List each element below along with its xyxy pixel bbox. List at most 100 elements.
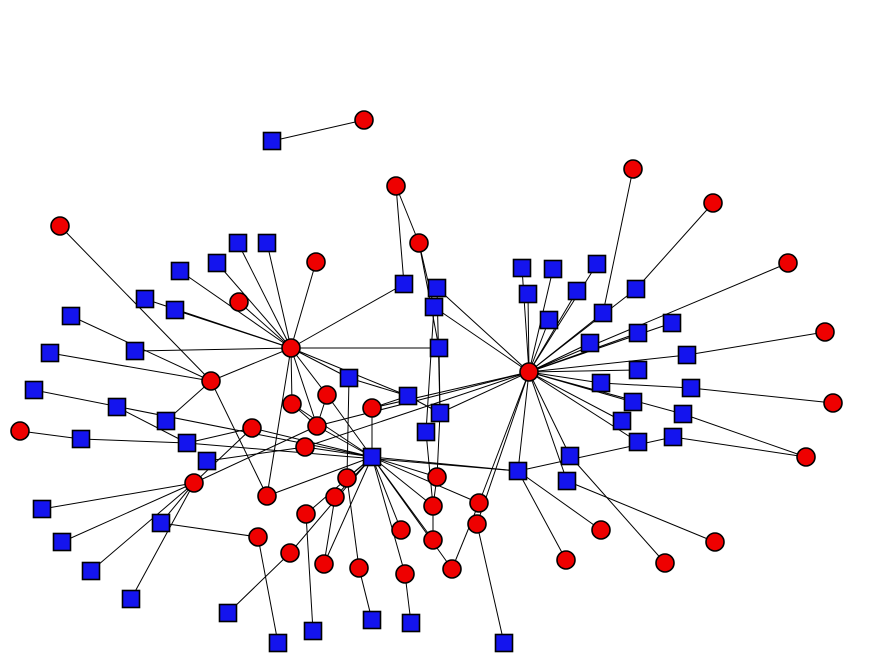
graph-node-square-s52[interactable] [623, 392, 643, 412]
graph-node-circle-c35[interactable] [423, 530, 443, 550]
graph-node-circle-c25[interactable] [427, 467, 447, 487]
graph-node-circle-c39[interactable] [556, 550, 576, 570]
graph-node-square-s37[interactable] [512, 258, 532, 278]
graph-node-square-s53[interactable] [612, 411, 632, 431]
graph-node-square-s36[interactable] [494, 633, 514, 653]
graph-node-circle-c23[interactable] [337, 468, 357, 488]
graph-node-square-s50[interactable] [591, 373, 611, 393]
graph-node-circle-c26[interactable] [296, 504, 316, 524]
graph-node-square-s40[interactable] [518, 284, 538, 304]
graph-node-square-s5[interactable] [170, 261, 190, 281]
graph-node-square-s31[interactable] [218, 603, 238, 623]
graph-node-square-s32[interactable] [268, 633, 288, 653]
graph-node-square-s23[interactable] [416, 422, 436, 442]
graph-node-circle-c37[interactable] [442, 559, 462, 579]
graph-node-square-s10[interactable] [427, 278, 447, 298]
graph-node-square-s8[interactable] [61, 306, 81, 326]
graph-node-square-s15[interactable] [107, 397, 127, 417]
graph-node-circle-c27[interactable] [423, 496, 443, 516]
graph-node-square-s48[interactable] [677, 345, 697, 365]
graph-node-square-s3[interactable] [257, 233, 277, 253]
graph-node-square-s49[interactable] [628, 360, 648, 380]
graph-node-square-s18[interactable] [177, 433, 197, 453]
graph-node-square-s35[interactable] [401, 613, 421, 633]
graph-node-square-s22[interactable] [430, 403, 450, 423]
graph-node-square-s47[interactable] [580, 333, 600, 353]
graph-node-circle-c19[interactable] [10, 421, 30, 441]
graph-node-square-s41[interactable] [567, 281, 587, 301]
graph-node-square-s29[interactable] [121, 589, 141, 609]
graph-node-square-s59[interactable] [557, 471, 577, 491]
graph-node-square-s38[interactable] [543, 259, 563, 279]
graph-node-square-s7[interactable] [165, 300, 185, 320]
graph-node-circle-c8[interactable] [778, 253, 798, 273]
graph-node-square-s13[interactable] [125, 341, 145, 361]
graph-node-square-s42[interactable] [626, 279, 646, 299]
graph-node-circle-c20[interactable] [295, 437, 315, 457]
graph-node-square-s1[interactable] [262, 131, 282, 151]
graph-node-square-s43[interactable] [539, 310, 559, 330]
graph-node-square-s45[interactable] [628, 323, 648, 343]
graph-node-square-s2[interactable] [228, 233, 248, 253]
graph-node-circle-c21[interactable] [184, 473, 204, 493]
graph-node-circle-c40[interactable] [655, 553, 675, 573]
graph-node-circle-c16[interactable] [362, 398, 382, 418]
graph-node-circle-c38[interactable] [591, 520, 611, 540]
graph-node-square-s57[interactable] [508, 461, 528, 481]
graph-node-circle-c33[interactable] [349, 558, 369, 578]
graph-node-circle-c41[interactable] [705, 532, 725, 552]
graph-node-square-s51[interactable] [681, 378, 701, 398]
graph-node-square-s19[interactable] [197, 451, 217, 471]
graph-node-circle-c22[interactable] [257, 486, 277, 506]
graph-node-square-s55[interactable] [628, 432, 648, 452]
graph-node-circle-c3[interactable] [386, 176, 406, 196]
graph-node-circle-c15[interactable] [317, 385, 337, 405]
graph-node-square-s14[interactable] [24, 380, 44, 400]
graph-node-square-s46[interactable] [662, 313, 682, 333]
graph-node-square-s12[interactable] [40, 343, 60, 363]
graph-node-circle-c36[interactable] [395, 564, 415, 584]
graph-node-circle-c4[interactable] [409, 233, 429, 253]
graph-node-circle-c11[interactable] [281, 338, 301, 358]
graph-node-square-s58[interactable] [560, 446, 580, 466]
graph-node-circle-c29[interactable] [467, 514, 487, 534]
graph-node-circle-c34[interactable] [391, 520, 411, 540]
graph-node-circle-c7[interactable] [703, 193, 723, 213]
graph-node-square-s20[interactable] [339, 368, 359, 388]
graph-node-circle-c12[interactable] [201, 371, 221, 391]
graph-node-circle-c13[interactable] [519, 362, 539, 382]
graph-node-circle-c32[interactable] [314, 554, 334, 574]
graph-node-square-s26[interactable] [32, 499, 52, 519]
graph-node-square-s11[interactable] [424, 297, 444, 317]
graph-node-square-s6[interactable] [135, 289, 155, 309]
graph-node-square-s56[interactable] [663, 427, 683, 447]
graph-node-square-s9[interactable] [394, 274, 414, 294]
graph-node-circle-c18[interactable] [307, 416, 327, 436]
graph-node-square-s34[interactable] [362, 610, 382, 630]
graph-node-circle-c10[interactable] [229, 292, 249, 312]
graph-node-square-s21[interactable] [398, 386, 418, 406]
graph-node-circle-c42[interactable] [823, 393, 843, 413]
graph-node-square-s16[interactable] [71, 429, 91, 449]
graph-node-square-s44[interactable] [593, 303, 613, 323]
graph-node-circle-c5[interactable] [306, 252, 326, 272]
graph-node-circle-c28[interactable] [469, 493, 489, 513]
graph-node-square-s25[interactable] [362, 447, 382, 467]
graph-node-circle-c6[interactable] [623, 159, 643, 179]
graph-node-circle-c24[interactable] [325, 487, 345, 507]
graph-node-circle-c1[interactable] [354, 110, 374, 130]
graph-node-square-s30[interactable] [151, 513, 171, 533]
graph-node-circle-c31[interactable] [280, 543, 300, 563]
graph-node-square-s28[interactable] [81, 561, 101, 581]
graph-node-circle-c30[interactable] [248, 527, 268, 547]
graph-node-circle-c2[interactable] [50, 216, 70, 236]
graph-node-circle-c17[interactable] [242, 418, 262, 438]
graph-node-square-s24[interactable] [429, 338, 449, 358]
graph-node-circle-c9[interactable] [815, 322, 835, 342]
graph-node-square-s27[interactable] [52, 532, 72, 552]
graph-node-circle-c14[interactable] [282, 394, 302, 414]
graph-node-circle-c43[interactable] [796, 447, 816, 467]
graph-node-square-s4[interactable] [207, 253, 227, 273]
graph-node-square-s33[interactable] [303, 621, 323, 641]
graph-node-square-s54[interactable] [673, 404, 693, 424]
